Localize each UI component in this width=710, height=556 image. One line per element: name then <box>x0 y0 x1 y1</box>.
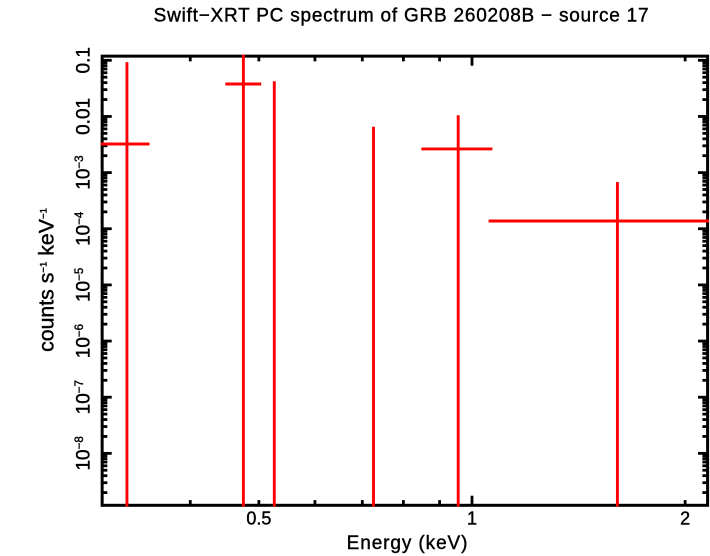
svg-text:counts s−1 keV−1: counts s−1 keV−1 <box>34 208 58 352</box>
svg-text:0.1: 0.1 <box>73 47 94 73</box>
svg-text:Energy (keV): Energy (keV) <box>347 533 469 554</box>
svg-text:2: 2 <box>680 508 690 528</box>
svg-text:0.01: 0.01 <box>73 98 94 135</box>
svg-text:0.5: 0.5 <box>246 508 271 528</box>
svg-text:1: 1 <box>467 508 477 528</box>
svg-text:Swift−XRT PC spectrum of GRB 2: Swift−XRT PC spectrum of GRB 260208B − s… <box>154 5 650 26</box>
